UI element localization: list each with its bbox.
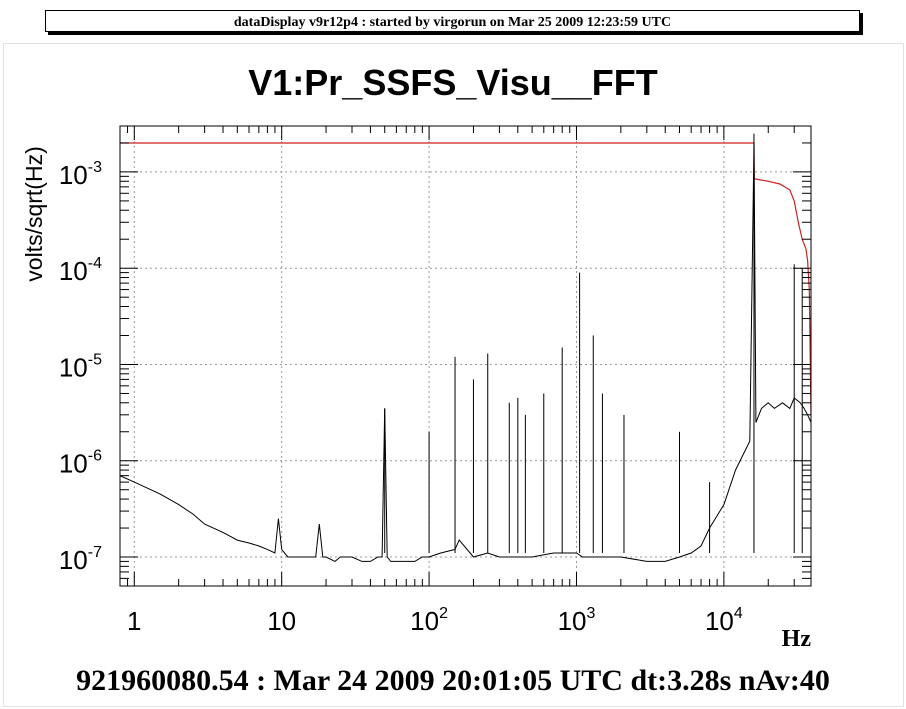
axes-box <box>119 125 812 587</box>
x-tick-label: 103 <box>558 605 596 636</box>
y-tick-label: 10-4 <box>59 255 102 286</box>
y-tick-exponent: -4 <box>88 255 102 272</box>
y-tick-label: 10-6 <box>59 448 102 479</box>
x-tick-exponent: 2 <box>439 605 448 622</box>
x-tick-exponent: 3 <box>586 605 595 622</box>
plot-area <box>120 133 811 562</box>
header-text: dataDisplay v9r12p4 : started by virgoru… <box>233 15 672 30</box>
y-tick-label: 10-7 <box>59 544 102 575</box>
y-tick-exponent: -6 <box>88 448 102 465</box>
x-tick-label: 102 <box>410 605 448 636</box>
x-tick-label: 104 <box>705 605 743 636</box>
y-tick-exponent: -5 <box>88 351 102 368</box>
plot-frame <box>3 43 904 707</box>
y-tick-label: 10-3 <box>59 159 102 190</box>
y-tick-exponent: -3 <box>88 159 102 176</box>
y-tick-label: 10-5 <box>59 351 102 382</box>
x-axis-label: Hz <box>782 626 812 652</box>
footer-text: 921960080.54 : Mar 24 2009 20:01:05 UTC … <box>76 664 830 697</box>
x-tick-label: 10 <box>267 606 296 636</box>
y-tick-exponent: -7 <box>88 544 102 561</box>
series-line <box>120 142 811 415</box>
chart-title: V1:Pr_SSFS_Visu__FFT <box>248 62 658 103</box>
y-axis-label: volts/sqrt(Hz) <box>21 146 47 281</box>
x-tick-exponent: 4 <box>734 605 743 622</box>
header-box: dataDisplay v9r12p4 : started by virgoru… <box>45 10 860 32</box>
series-line <box>120 142 811 562</box>
x-tick-label: 1 <box>127 606 141 636</box>
